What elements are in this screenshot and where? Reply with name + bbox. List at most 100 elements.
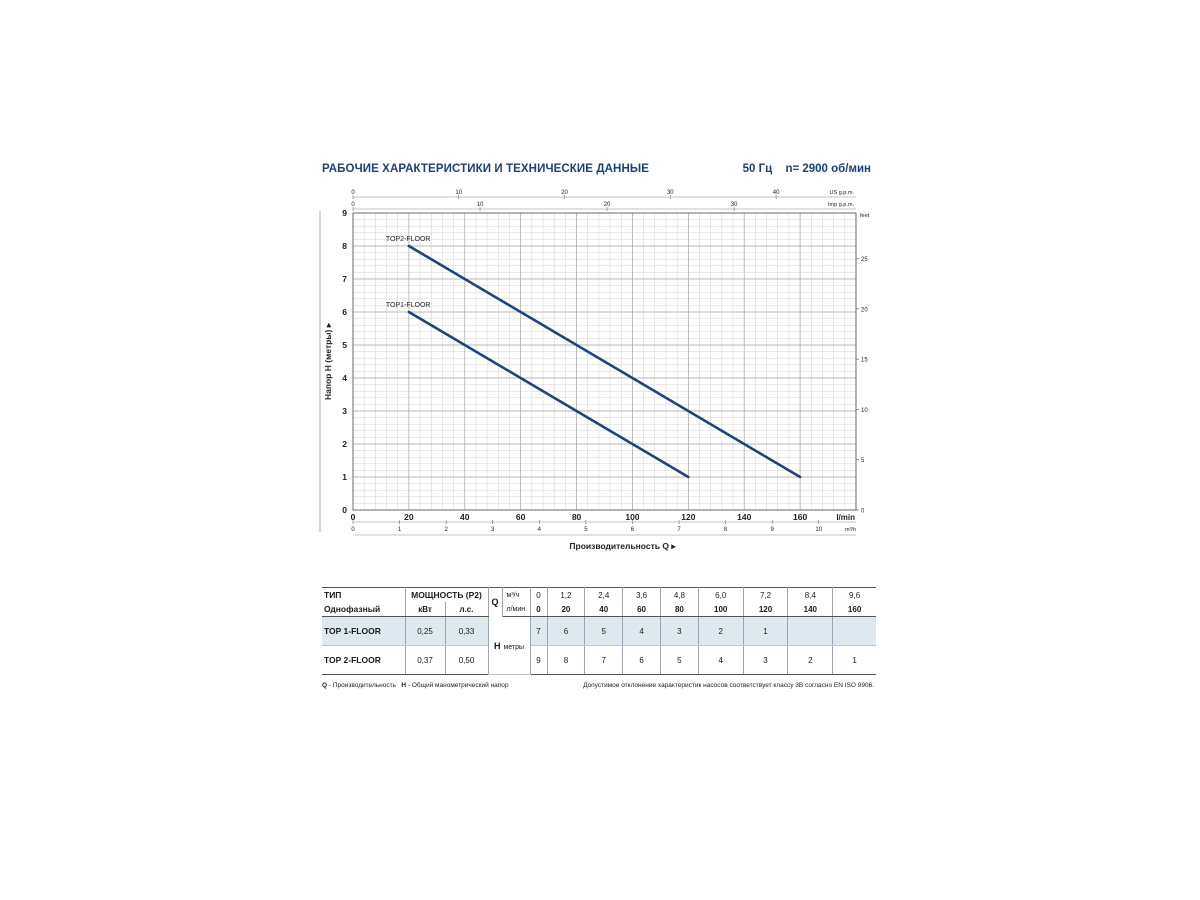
page-title: РАБОЧИЕ ХАРАКТЕРИСТИКИ И ТЕХНИЧЕСКИЕ ДАН… (322, 163, 649, 175)
x-tick-label: 140 (737, 512, 751, 522)
q-m3h-cell: 3,6 (622, 587, 661, 602)
x-unit-label: l/min (836, 513, 855, 522)
m3h-tick-label: 2 (444, 527, 448, 533)
power-hp: 0,33 (445, 616, 489, 646)
h-symbol: H (493, 640, 501, 651)
head-cell: 6 (622, 645, 661, 675)
head-cell: 2 (787, 645, 834, 675)
m3h-tick-label: 6 (631, 527, 635, 533)
series-label: TOP1-FLOOR (386, 302, 431, 309)
head-cell (787, 616, 834, 646)
m3h-tick-label: 1 (398, 527, 402, 533)
q-m3h-cell: 8,4 (787, 587, 834, 602)
y-tick-label: 3 (342, 406, 347, 416)
footer-h-desc: - Общий манометрический напор (407, 682, 509, 689)
y-tick-label: 6 (342, 307, 347, 317)
m3h-tick-label: 10 (815, 527, 822, 533)
footer-h-key: H (401, 682, 407, 689)
model-name: TOP 2-FLOOR (322, 645, 406, 675)
us-tick-label: 0 (351, 190, 355, 196)
table-header-row: ТИП МОЩНОСТЬ (P2) Q м³/ч 0 1,2 2,4 3,6 4… (322, 587, 876, 617)
footer-legend: Q - Производительность H - Общий маномет… (322, 682, 509, 689)
x-tick-label: 60 (516, 512, 526, 522)
q-m3h-cell: 0 (530, 587, 548, 602)
imp-tick-label: 10 (477, 202, 484, 208)
m3h-tick-label: 0 (351, 527, 355, 533)
q-lmin-cell: 20 (547, 602, 586, 617)
x-tick-label: 100 (625, 512, 639, 522)
y-tick-label: 1 (342, 472, 347, 482)
h-unit: метры (503, 643, 525, 651)
feet-tick-label: 15 (861, 358, 868, 364)
head-cell: 6 (547, 616, 586, 646)
footer-q-desc: - Производительность (328, 682, 396, 689)
footer-q-key: Q (322, 682, 328, 689)
power-hp: 0,50 (445, 645, 489, 675)
y-tick-label: 0 (342, 505, 347, 515)
q-m3h-cell: 6,0 (698, 587, 744, 602)
plot-frame (352, 212, 857, 511)
q-m3h-cell: 2,4 (584, 587, 624, 602)
feet-tick-label: 5 (861, 458, 865, 464)
head-cell: 1 (743, 616, 789, 646)
q-lmin-cell: 140 (787, 602, 834, 617)
m3h-tick-label: 4 (538, 527, 542, 533)
head-cell: 4 (698, 645, 744, 675)
us-tick-label: 20 (561, 190, 568, 196)
series-line-2 (407, 310, 690, 479)
head-cell: 3 (743, 645, 789, 675)
power-header: МОЩНОСТЬ (P2) (405, 587, 489, 602)
hp-header: л.с. (445, 602, 489, 617)
table-subheader-row: Однофазный кВт л.с. л/мин 0 20 40 60 80 … (322, 602, 876, 617)
footer-note: Допустимое отклонение характеристик насо… (583, 682, 874, 689)
series-label: TOP2-FLOOR (386, 236, 431, 243)
us-unit-label: US g.p.m. (830, 190, 855, 196)
m3h-tick-label: 7 (677, 527, 681, 533)
x-tick-label: 120 (681, 512, 695, 522)
q-lmin-cell: 60 (622, 602, 661, 617)
m3h-tick-label: 8 (724, 527, 728, 533)
type-header: ТИП (322, 587, 406, 602)
q-lmin-cell: 0 (530, 602, 548, 617)
y-tick-label: 9 (342, 208, 347, 218)
x-axis-label: Производительность Q ▸ (569, 541, 676, 551)
q-m3h-cell: 9,6 (832, 587, 876, 602)
head-cell: 7 (584, 645, 624, 675)
y-tick-label: 7 (342, 274, 347, 284)
q-lmin-cell: 160 (832, 602, 876, 617)
frequency-label: 50 Гц (742, 163, 773, 175)
y-tick-label: 4 (342, 373, 347, 383)
table-row: TOP 2-FLOOR 0,37 0,50 9 8 7 6 5 4 3 2 1 (322, 645, 876, 675)
us-tick-label: 10 (455, 190, 462, 196)
head-cell: 8 (547, 645, 586, 675)
operating-conditions: 50 Гц n= 2900 об/мин (743, 163, 871, 175)
imp-unit-label: Imp g.p.m. (828, 202, 854, 208)
q-m3h-cell: 4,8 (660, 587, 699, 602)
y-tick-label: 8 (342, 241, 347, 251)
q-header: Q (488, 587, 503, 617)
feet-tick-label: 0 (861, 509, 865, 515)
speed-label: n= 2900 об/мин (785, 163, 871, 175)
head-cell: 4 (622, 616, 661, 646)
power-kw: 0,25 (405, 616, 446, 646)
m3h-tick-label: 3 (491, 527, 495, 533)
head-cell: 3 (660, 616, 699, 646)
imp-tick-label: 30 (731, 202, 738, 208)
y-axis-label: Напор H (метры) ▸ (323, 322, 333, 400)
feet-tick-label: 20 (861, 307, 868, 313)
feet-unit-label: feet (860, 213, 870, 219)
lmin-unit-label: л/мин (502, 602, 531, 617)
series-line-1 (407, 244, 802, 479)
x-tick-label: 20 (404, 512, 414, 522)
imp-tick-label: 0 (351, 202, 355, 208)
q-m3h-cell: 7,2 (743, 587, 789, 602)
head-cell: 5 (584, 616, 624, 646)
power-kw: 0,37 (405, 645, 446, 675)
head-cell: 7 (530, 616, 548, 646)
m3h-tick-label: 5 (584, 527, 588, 533)
x-tick-label: 40 (460, 512, 470, 522)
q-lmin-cell: 120 (743, 602, 789, 617)
x-tick-label: 160 (793, 512, 807, 522)
